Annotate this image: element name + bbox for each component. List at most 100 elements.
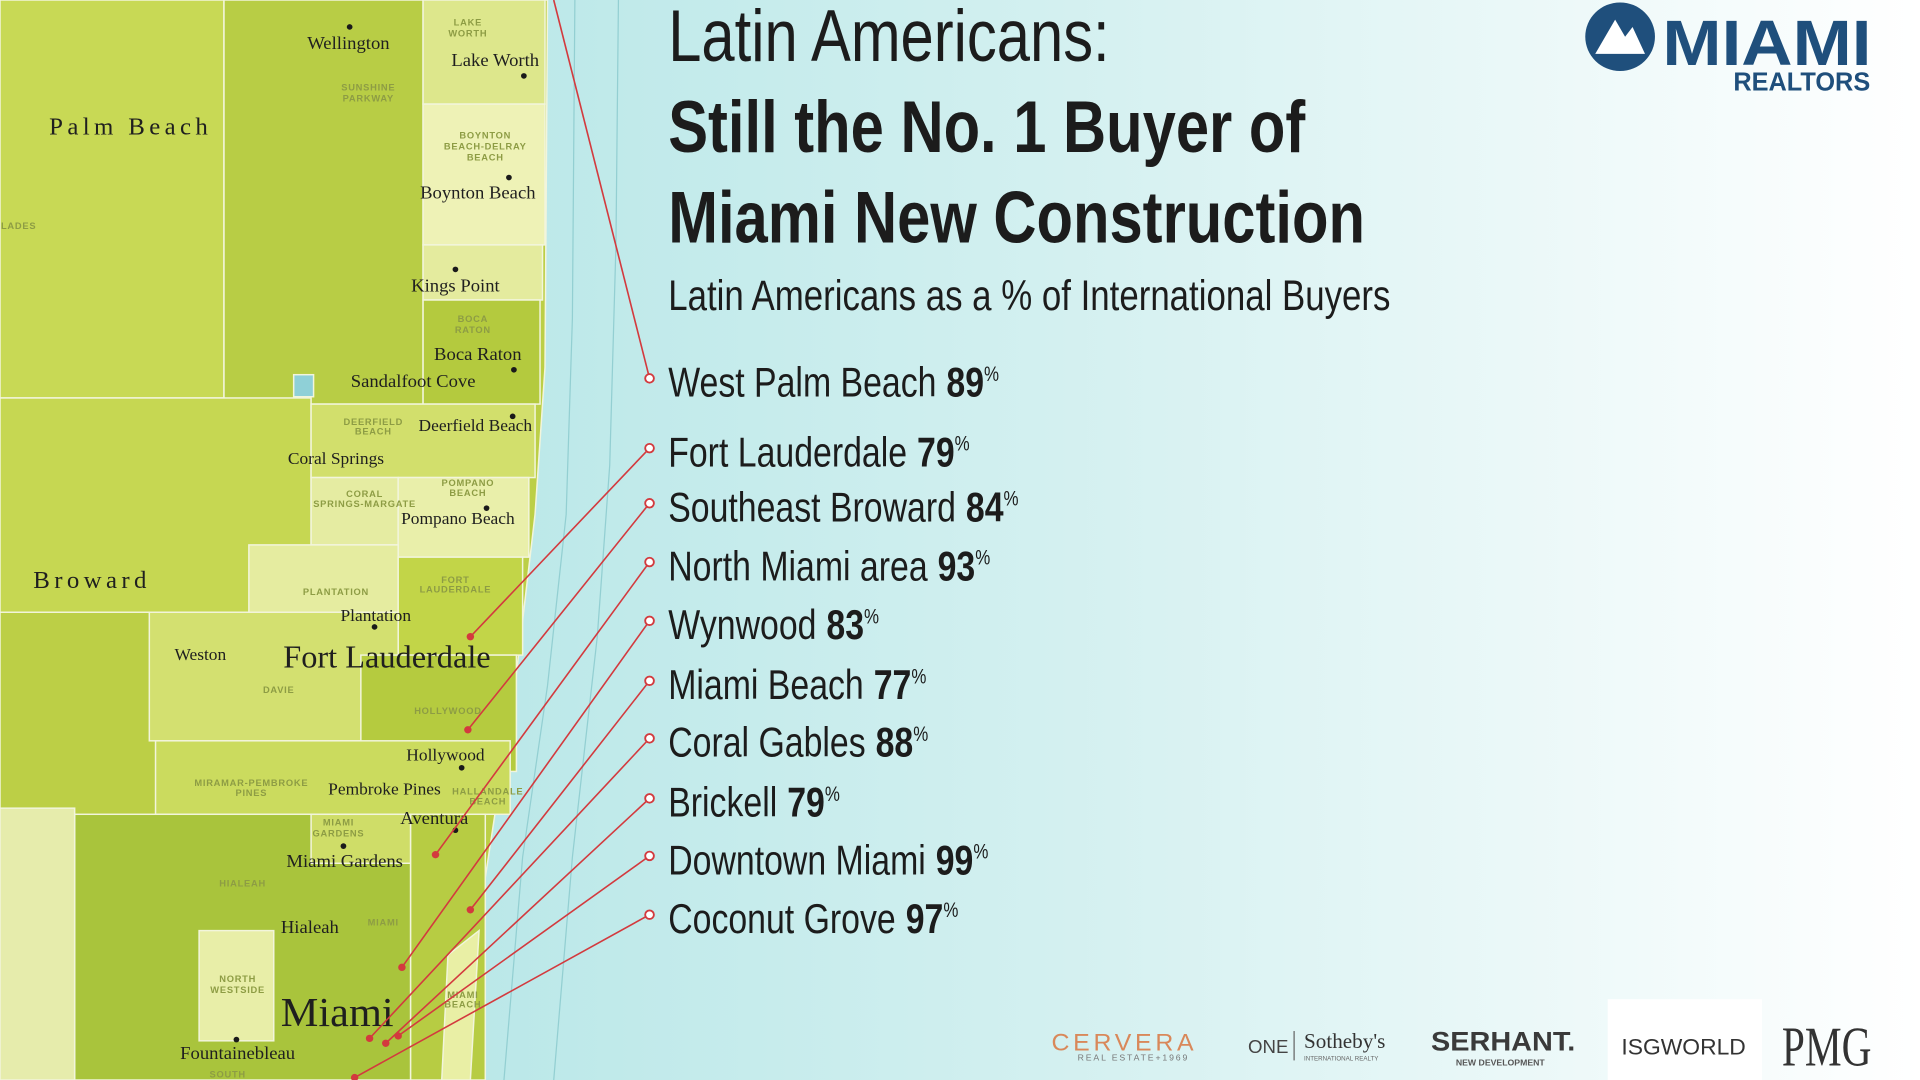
map-label: Miami [281, 990, 394, 1036]
map [0, 0, 549, 1080]
map-label: PLANTATION [303, 587, 369, 597]
area-name: Downtown Miami [668, 838, 926, 884]
leader-dot [394, 1032, 402, 1040]
unit: % [955, 433, 970, 456]
map-label: Palm Beach [49, 114, 212, 141]
map-label: BEACH [467, 152, 504, 162]
area-name: Fort Lauderdale [668, 430, 907, 476]
logo-text: INTERNATIONAL REALTY [1304, 1055, 1378, 1062]
leader-ring [644, 793, 655, 804]
area-name: Brickell [668, 781, 777, 827]
leader-dot [466, 633, 475, 641]
list-text: Coconut Grove 97% [668, 897, 958, 943]
map-label: Pompano Beach [401, 509, 515, 528]
partner-logos: CERVERA REAL ESTATE+1969 ONE Sotheby's I… [1051, 999, 1871, 1080]
map-label: Wellington [307, 34, 389, 54]
map-label: PINES [235, 788, 267, 798]
logo-text: Sotheby's [1304, 1029, 1385, 1053]
unit: % [973, 841, 988, 864]
area-name: Coral Gables [668, 721, 865, 767]
map-label: MIRAMAR-PEMBROKE [194, 778, 308, 788]
map-label: DEERFIELD [344, 417, 404, 427]
map-label: DAVIE [263, 685, 295, 695]
map-label: Miami Gardens [286, 852, 403, 872]
list-item: Coconut Grove 97% [668, 897, 958, 943]
area-value: 97 [906, 897, 944, 943]
map-label: Broward [33, 567, 151, 594]
city-dot [506, 174, 512, 181]
list-item: Fort Lauderdale 79% [668, 430, 970, 476]
leader-line [368, 737, 651, 1039]
logo-text: REALTORS [1733, 69, 1870, 97]
leader-ring [644, 675, 655, 687]
leader-dot [464, 726, 472, 734]
city-dot [521, 73, 527, 79]
map-label: MIAMI [368, 918, 399, 928]
unit: % [825, 783, 840, 806]
leader-lines [350, 0, 655, 1080]
list-text: Downtown Miami 99% [668, 838, 988, 884]
leader-ring [644, 373, 655, 384]
city-dot [483, 505, 490, 511]
map-label: WESTSIDE [210, 985, 265, 995]
leader-ring [644, 615, 655, 627]
area-name: West Palm Beach [668, 361, 936, 407]
map-label: LAKE [454, 18, 482, 28]
list-text: Fort Lauderdale 79% [668, 430, 970, 476]
map-label: FORT [441, 575, 469, 585]
map-label: HALLANDALE [452, 787, 523, 797]
leader-line [401, 620, 651, 968]
leader-line [385, 797, 651, 1044]
buyer-list: West Palm Beach 89%Fort Lauderdale 79%Sout… [668, 361, 1018, 943]
header: Latin Americans: Still the No. 1 Buyer o… [668, 0, 1390, 320]
unit: % [943, 900, 958, 923]
unit: % [911, 666, 926, 689]
leader-dot [398, 963, 406, 972]
city-dot [346, 24, 353, 30]
list-item: Downtown Miami 99% [668, 838, 988, 884]
map-label: BEACH [449, 488, 486, 498]
logo-text: CERVERA [1051, 1030, 1197, 1057]
logo-text: MIAMI [1662, 7, 1871, 78]
area-value: 99 [936, 838, 974, 884]
list-text: Wynwood 83% [668, 603, 879, 649]
logo-text: NEW DEVELOPMENT [1456, 1057, 1546, 1067]
city-dot [340, 843, 347, 849]
map-label: MIAMI [323, 817, 354, 827]
map-label: GARDENS [313, 828, 365, 838]
unit: % [975, 547, 990, 570]
area-value: 83 [826, 603, 864, 649]
leader-dot [382, 1039, 390, 1047]
logo-text: ONE [1248, 1036, 1288, 1057]
leader-line [354, 913, 650, 1079]
title-line: Still the No. 1 Buyer of [668, 86, 1306, 168]
leader-dot [431, 851, 440, 859]
unit: % [913, 723, 928, 746]
map-label: Hollywood [406, 746, 485, 765]
logo-text: SERHANT. [1431, 1026, 1575, 1057]
area-name: Coconut Grove [668, 897, 896, 943]
area-value: 79 [787, 781, 825, 827]
map-label: Pembroke Pines [328, 780, 441, 799]
leader-line [469, 680, 651, 911]
map-label: LAUDERDALE [420, 585, 492, 595]
city-dot [371, 624, 378, 630]
map-label: CORAL [346, 489, 383, 499]
map-label: POMPANO [442, 478, 495, 488]
leader-line [552, 0, 651, 379]
unit: % [864, 606, 879, 629]
city-dot [452, 266, 459, 273]
area-name: Southeast Broward [668, 485, 956, 531]
map-label: BEACH [469, 797, 506, 807]
area-value: 84 [966, 485, 1004, 531]
map-label: Hialeah [281, 918, 339, 938]
list-item: West Palm Beach 89% [668, 361, 999, 407]
logo-box [1607, 999, 1762, 1080]
map-label: Coral Springs [288, 449, 384, 468]
map-label: LADES [1, 221, 36, 231]
city-dot [511, 366, 517, 373]
leader-line [467, 502, 651, 731]
map-label: Aventura [400, 809, 468, 829]
title-line: Latin Americans: [668, 0, 1109, 78]
